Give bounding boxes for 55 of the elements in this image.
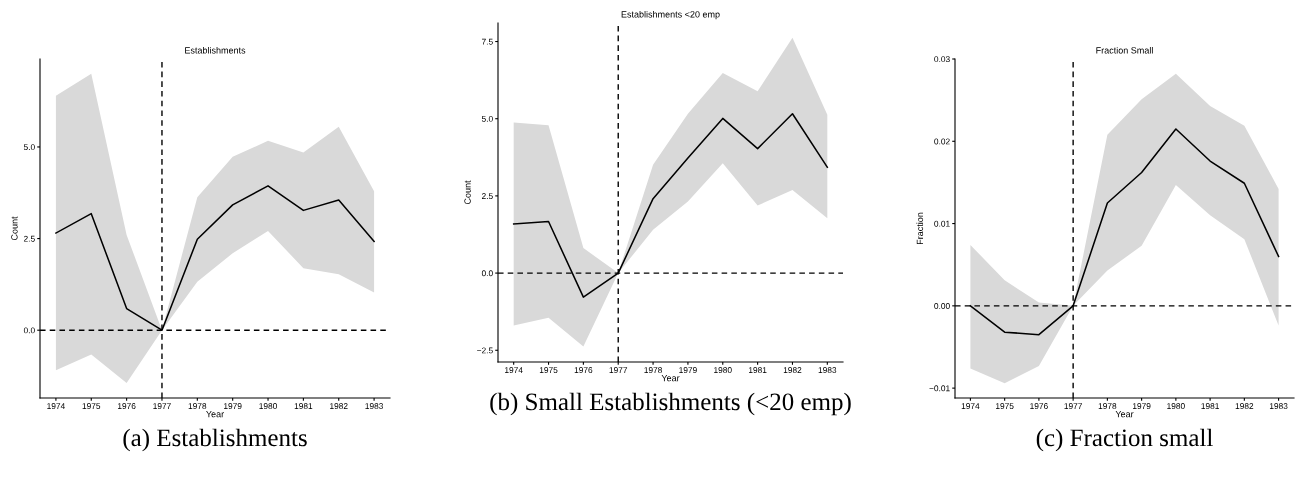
- x-tick-label: 1977: [609, 367, 628, 373]
- x-tick-label: 1981: [748, 367, 767, 373]
- x-tick-label: 1983: [818, 367, 837, 373]
- x-tick-label: 1976: [574, 367, 593, 373]
- x-tick-label: 1979: [224, 403, 242, 409]
- x-tick-label: 1977: [1064, 403, 1082, 409]
- x-tick-label: 1982: [783, 367, 802, 373]
- y-axis-title: Count: [464, 180, 471, 205]
- x-tick-label: 1978: [188, 403, 207, 409]
- text: (a) Establishments: [123, 428, 307, 452]
- x-tick-label: 1980: [714, 367, 732, 373]
- y-tick-label: 0.0: [23, 327, 35, 334]
- y-tick-label: 7.5: [481, 38, 493, 45]
- x-tick-label: 1983: [1269, 403, 1288, 409]
- y-tick-label: −0.01: [929, 385, 950, 392]
- x-tick-label: 1979: [1132, 403, 1151, 409]
- x-tick-label: 1974: [961, 403, 980, 409]
- text: (b) Small Establishments (<20 emp): [490, 392, 851, 416]
- x-tick-label: 1975: [539, 367, 558, 373]
- y-tick-label: 0.02: [934, 138, 950, 145]
- x-tick-label: 1974: [505, 367, 523, 373]
- chart-title: Establishments <20 emp: [621, 10, 720, 20]
- y-tick-label: 0.0: [481, 270, 493, 277]
- x-tick-label: 1981: [294, 403, 313, 409]
- x-tick-label: 1978: [1098, 403, 1117, 409]
- chart-title: Establishments: [185, 46, 246, 54]
- x-tick-label: 1975: [82, 403, 101, 409]
- x-tick-label: 1983: [365, 403, 383, 409]
- y-tick-label: 0.03: [934, 56, 950, 63]
- x-axis-title: Year: [206, 410, 224, 418]
- x-tick-label: 1980: [1167, 403, 1185, 409]
- x-tick-label: 1981: [1201, 403, 1219, 409]
- x-tick-label: 1977: [153, 403, 171, 409]
- x-tick-label: 1978: [644, 367, 662, 373]
- y-tick-label: 5.0: [481, 115, 493, 122]
- x-tick-label: 1976: [117, 403, 136, 409]
- y-axis-title: Fraction: [916, 212, 924, 245]
- y-tick-label: 0.01: [934, 220, 950, 227]
- y-tick-label: 2.5: [23, 235, 35, 242]
- x-axis-title: Year: [1115, 410, 1134, 418]
- x-tick-label: 1980: [259, 403, 277, 409]
- x-axis-title: Year: [661, 374, 680, 382]
- x-tick-label: 1982: [330, 403, 348, 409]
- x-tick-label: 1979: [679, 367, 697, 373]
- x-tick-label: 1975: [996, 403, 1014, 409]
- y-tick-label: 2.5: [481, 193, 493, 199]
- y-tick-label: 0.00: [934, 303, 950, 309]
- chart-title: Fraction Small: [1096, 46, 1153, 54]
- x-tick-label: 1974: [47, 403, 65, 409]
- x-tick-label: 1982: [1235, 403, 1254, 409]
- y-axis-title: Count: [11, 216, 18, 241]
- x-tick-label: 1976: [1030, 403, 1048, 409]
- y-tick-label: −2.5: [477, 347, 493, 354]
- y-tick-label: 5.0: [23, 144, 35, 151]
- text: (c) Fraction small: [1036, 428, 1213, 452]
